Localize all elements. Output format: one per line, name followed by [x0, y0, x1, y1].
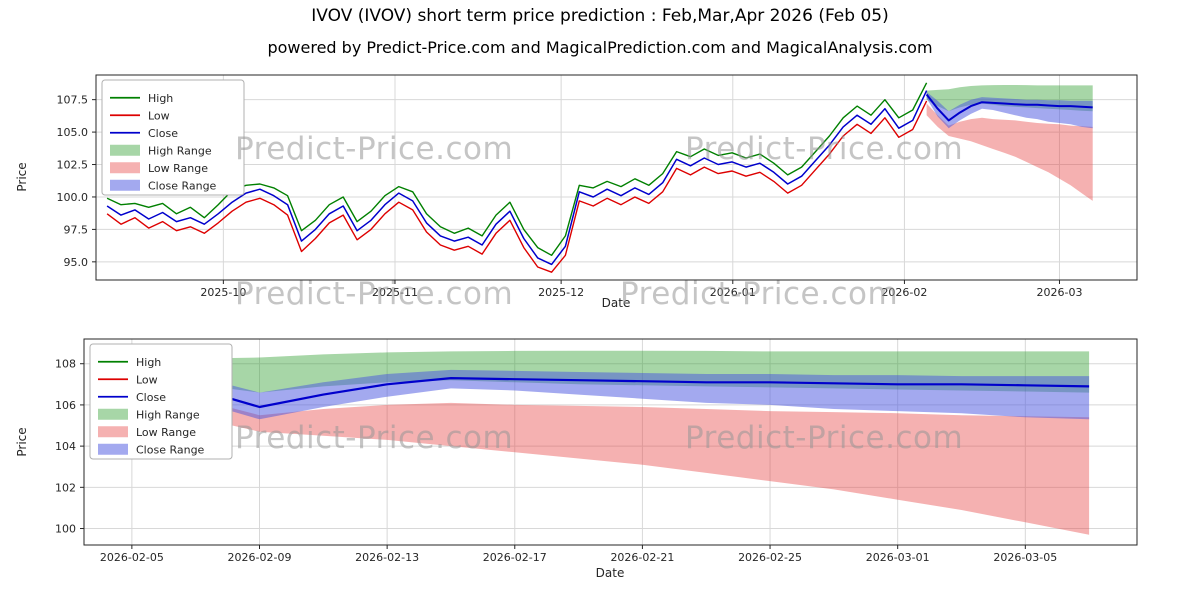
close-range-band [131, 361, 1090, 420]
close-line [106, 90, 928, 266]
legend-label: High Range [136, 408, 200, 421]
legend-label: Close [136, 391, 166, 404]
low-line [106, 100, 928, 273]
y-tick-label: 97.5 [64, 223, 89, 236]
legend-swatch-patch [98, 408, 128, 420]
y-tick-label: 105.0 [57, 126, 89, 139]
legend-label: Low [136, 373, 158, 386]
legend-label: High Range [148, 144, 212, 157]
legend: High Low Close High Range Low Range Close Ran… [89, 343, 233, 460]
y-tick-label: 106 [55, 399, 76, 412]
axes: 2025-10 2025-11 2025-12 2026-01 2026-02 2026-… [57, 94, 1083, 299]
series-layer [106, 82, 1093, 273]
legend-label: Low [148, 109, 170, 122]
legend-label: Close [148, 127, 178, 140]
legend: High Low Close High Range Low Range Close Ran… [101, 79, 245, 196]
x-tick-label: 2026-02-09 [228, 551, 292, 564]
y-tick-label: 108 [55, 358, 76, 371]
x-tick-label: 2026-03-05 [993, 551, 1057, 564]
legend-swatch-patch [110, 144, 140, 156]
y-tick-label: 102 [55, 481, 76, 494]
axes: 2026-02-05 2026-02-09 2026-02-13 2026-02-17… [55, 358, 1057, 564]
x-tick-label: 2026-02 [881, 286, 927, 299]
x-tick-label: 2026-03-01 [866, 551, 930, 564]
x-tick-label: 2025-11 [372, 286, 418, 299]
chart-subtitle: powered by Predict-Price.com and Magical… [267, 38, 933, 57]
legend-label: High [136, 356, 161, 369]
legend-box [89, 343, 233, 460]
x-tick-label: 2026-01 [710, 286, 756, 299]
plot-border [95, 74, 1138, 281]
x-tick-label: 2026-02-21 [610, 551, 674, 564]
chart-title: IVOV (IVOV) short term price prediction … [311, 6, 889, 26]
legend-box [101, 79, 245, 196]
y-tick-label: 107.5 [57, 94, 89, 107]
legend-label: Low Range [136, 426, 196, 439]
y-tick-label: 104 [55, 440, 76, 453]
legend-label: Close Range [148, 179, 217, 192]
x-tick-label: 2026-02-17 [483, 551, 547, 564]
legend-swatch-patch [110, 179, 140, 191]
y-tick-label: 95.0 [64, 256, 89, 269]
legend-label: High [148, 92, 173, 105]
x-tick-label: 2026-02-13 [355, 551, 419, 564]
x-tick-label: 2025-10 [200, 286, 246, 299]
x-axis-label-bottom: Date [595, 566, 625, 580]
close-prediction-line [131, 364, 1090, 409]
series-layer [131, 350, 1090, 535]
y-tick-label: 102.5 [57, 159, 89, 172]
legend-label: Close Range [136, 443, 205, 456]
y-tick-label: 100 [55, 523, 76, 536]
x-tick-label: 2026-02-05 [100, 551, 164, 564]
plot-border [83, 338, 1138, 546]
x-tick-label: 2025-12 [538, 286, 584, 299]
y-tick-label: 100.0 [57, 191, 89, 204]
legend-swatch-patch [98, 426, 128, 438]
top-price-chart: 2025-10 2025-11 2025-12 2026-01 2026-02 2026-… [57, 74, 1138, 299]
low-range-band [926, 103, 1093, 201]
x-tick-label: 2026-03 [1036, 286, 1082, 299]
x-axis-label-top: Date [601, 296, 631, 310]
low-range-band [131, 380, 1090, 535]
x-tick-label: 2026-02-25 [738, 551, 802, 564]
close-range-band [926, 91, 1093, 129]
legend-label: Low Range [148, 162, 208, 175]
bottom-prediction-chart: 2026-02-05 2026-02-09 2026-02-13 2026-02-17… [55, 338, 1138, 564]
close-prediction-line [925, 93, 1093, 122]
legend-swatch-patch [98, 443, 128, 455]
legend-swatch-patch [110, 162, 140, 174]
